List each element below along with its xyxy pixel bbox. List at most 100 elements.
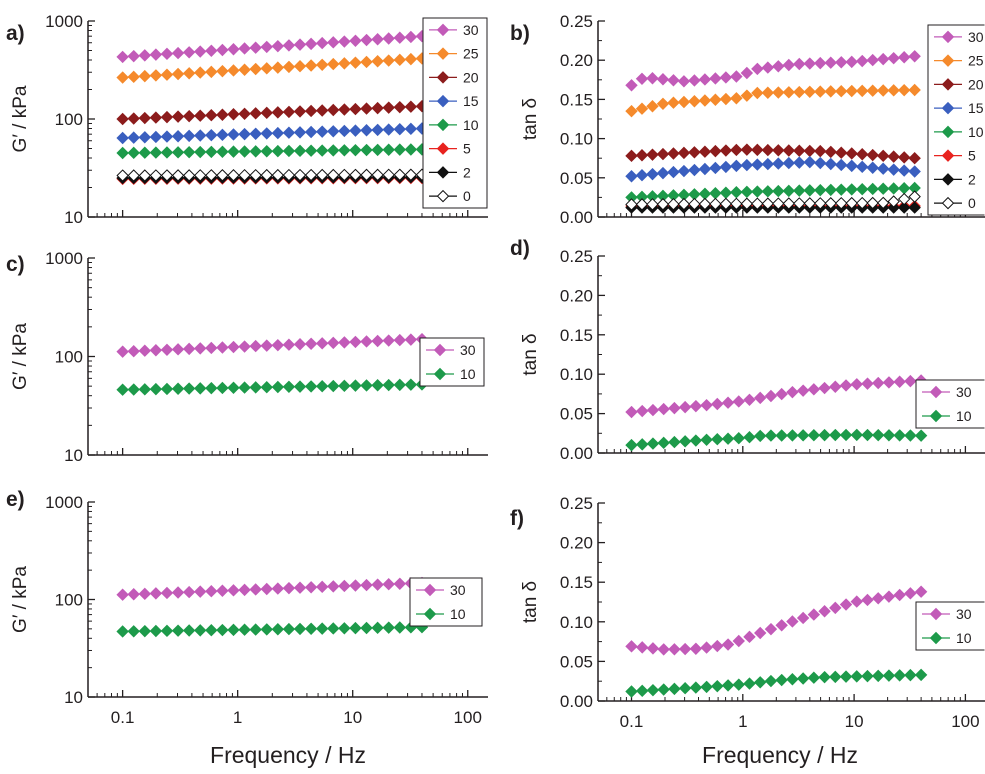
data-point bbox=[635, 149, 649, 162]
data-point bbox=[282, 380, 296, 394]
data-point bbox=[740, 89, 754, 102]
data-point bbox=[138, 131, 152, 144]
legend-label: 20 bbox=[968, 76, 984, 92]
y-tick-label: 0.00 bbox=[560, 444, 593, 463]
legend-marker bbox=[436, 118, 450, 132]
data-point bbox=[719, 160, 733, 174]
data-point bbox=[730, 186, 743, 199]
data-point bbox=[908, 165, 921, 178]
data-point bbox=[914, 668, 928, 682]
data-point bbox=[677, 164, 691, 178]
data-point bbox=[914, 585, 928, 598]
data-point bbox=[775, 673, 788, 687]
data-point bbox=[260, 145, 273, 158]
data-point bbox=[349, 335, 362, 349]
data-point bbox=[635, 198, 649, 211]
data-point bbox=[856, 160, 869, 174]
y-axis-title: G′ / kPa bbox=[10, 85, 31, 152]
data-point bbox=[625, 685, 638, 698]
data-point bbox=[636, 438, 649, 451]
data-point bbox=[850, 595, 863, 608]
data-point bbox=[876, 149, 890, 163]
data-point bbox=[216, 584, 229, 597]
data-point bbox=[709, 187, 722, 200]
data-point bbox=[127, 112, 140, 125]
data-point bbox=[182, 109, 196, 123]
data-point bbox=[743, 431, 756, 444]
data-point bbox=[327, 125, 340, 138]
data-point bbox=[338, 124, 351, 138]
data-point bbox=[893, 375, 906, 388]
legend-label: 10 bbox=[450, 606, 466, 622]
data-point bbox=[238, 63, 251, 76]
data-point bbox=[845, 183, 858, 196]
data-point bbox=[793, 184, 806, 197]
data-point bbox=[839, 379, 853, 392]
legend-label: 5 bbox=[463, 141, 471, 157]
data-point bbox=[829, 601, 842, 615]
data-point bbox=[625, 405, 638, 419]
data-point bbox=[876, 196, 890, 210]
legend-marker bbox=[433, 367, 447, 381]
data-point bbox=[871, 376, 885, 390]
data-point bbox=[824, 183, 837, 197]
data-point bbox=[371, 621, 384, 635]
data-point bbox=[404, 52, 418, 66]
data-point bbox=[260, 62, 273, 75]
data-point bbox=[127, 49, 140, 63]
series-0 bbox=[625, 190, 921, 211]
data-point bbox=[360, 168, 373, 182]
data-point bbox=[371, 168, 384, 182]
data-point bbox=[751, 158, 764, 171]
data-point bbox=[271, 338, 285, 352]
data-point bbox=[845, 196, 858, 210]
y-axis-title: tan δ bbox=[520, 98, 541, 140]
legend-marker bbox=[436, 71, 450, 84]
data-point bbox=[182, 342, 196, 356]
data-point bbox=[814, 56, 827, 70]
series-20 bbox=[116, 100, 429, 126]
data-point bbox=[216, 623, 229, 637]
data-point bbox=[293, 338, 307, 351]
data-point bbox=[338, 336, 351, 349]
legend-label: 30 bbox=[956, 384, 972, 400]
data-point bbox=[194, 382, 207, 395]
data-point bbox=[635, 168, 649, 182]
data-point bbox=[698, 162, 712, 176]
data-point bbox=[829, 428, 842, 442]
data-point bbox=[850, 378, 863, 391]
data-point bbox=[818, 381, 831, 395]
data-point bbox=[149, 69, 163, 82]
data-point bbox=[205, 341, 218, 355]
data-point bbox=[635, 72, 649, 86]
data-point bbox=[793, 197, 806, 210]
data-point bbox=[835, 56, 848, 69]
data-point bbox=[814, 85, 827, 98]
data-point bbox=[205, 145, 218, 159]
legend-label: 30 bbox=[450, 582, 466, 598]
data-point bbox=[871, 592, 885, 605]
data-point bbox=[698, 187, 712, 200]
data-point bbox=[338, 35, 351, 48]
data-point bbox=[227, 584, 240, 597]
data-point bbox=[304, 104, 318, 118]
data-point bbox=[625, 170, 638, 183]
data-point bbox=[216, 128, 229, 142]
data-point bbox=[360, 102, 373, 115]
data-point bbox=[740, 66, 754, 80]
data-point bbox=[754, 391, 767, 405]
data-point bbox=[897, 164, 911, 177]
data-point bbox=[349, 168, 362, 182]
data-point bbox=[803, 57, 816, 70]
data-point bbox=[678, 400, 692, 414]
data-point bbox=[338, 103, 351, 116]
data-point bbox=[271, 380, 285, 394]
data-point bbox=[908, 151, 921, 165]
data-point bbox=[282, 168, 296, 182]
data-point bbox=[807, 383, 821, 396]
legend-marker bbox=[436, 166, 450, 179]
data-point bbox=[866, 148, 879, 162]
data-point bbox=[138, 383, 152, 396]
data-point bbox=[775, 429, 788, 442]
